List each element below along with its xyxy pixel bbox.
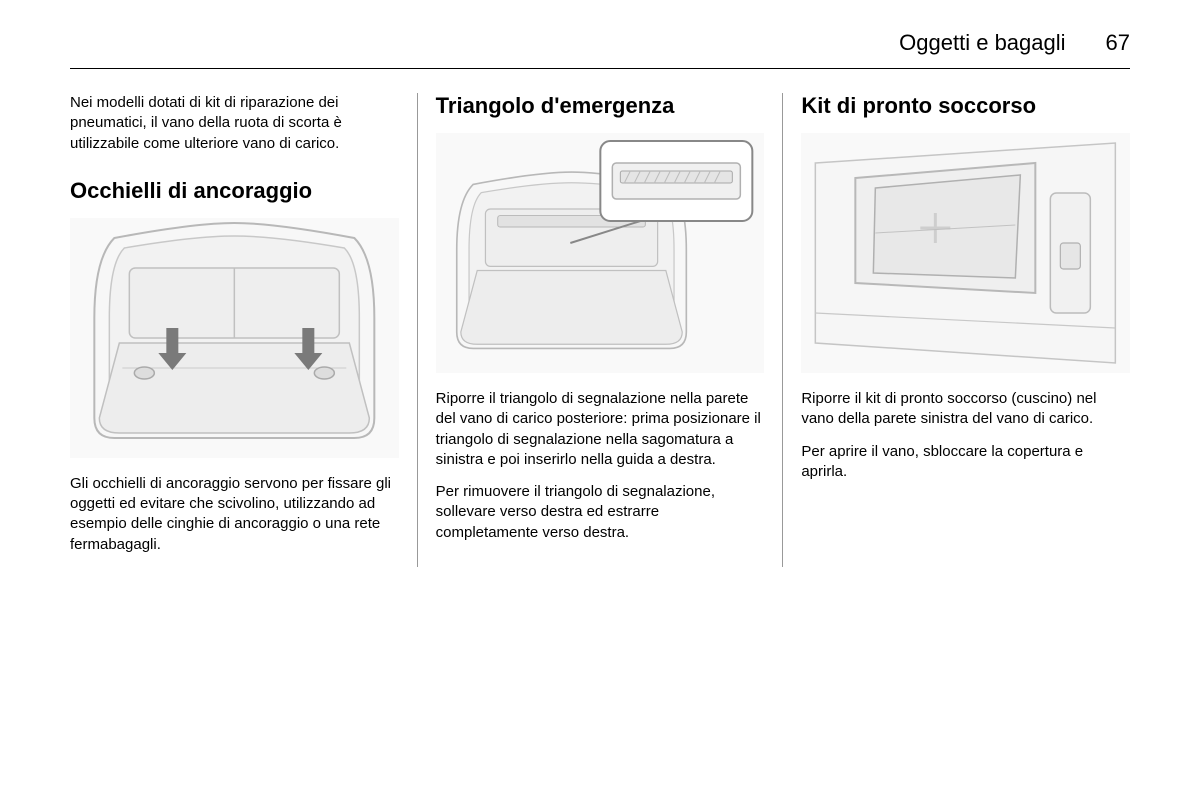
intro-text: Nei modelli dotati di kit di riparazione… — [70, 93, 399, 154]
body-lashing-eyes: Gli occhielli di ancoraggio servono per … — [70, 474, 399, 555]
section-title: Oggetti e bagagli — [899, 30, 1065, 56]
figure-lashing-eyes — [70, 218, 399, 458]
column-1: Nei modelli dotati di kit di riparazione… — [70, 93, 417, 567]
column-2: Triangolo d'emergenza — [417, 93, 783, 567]
page-number: 67 — [1106, 30, 1130, 56]
body-triangle-2: Per rimuovere il triangolo di segnalazio… — [436, 482, 765, 543]
heading-lashing-eyes: Occhielli di ancoraggio — [70, 178, 399, 204]
body-firstaid-1: Riporre il kit di pronto soccorso (cusci… — [801, 389, 1130, 430]
content-columns: Nei modelli dotati di kit di riparazione… — [70, 93, 1130, 567]
figure-warning-triangle — [436, 133, 765, 373]
body-triangle-1: Riporre il triangolo di segnalazione nel… — [436, 389, 765, 470]
column-3: Kit di pronto soccorso — [782, 93, 1130, 567]
heading-warning-triangle: Triangolo d'emergenza — [436, 93, 765, 119]
page-header: Oggetti e bagagli 67 — [70, 30, 1130, 69]
figure-first-aid — [801, 133, 1130, 373]
body-firstaid-2: Per aprire il vano, sbloccare la copertu… — [801, 442, 1130, 483]
heading-first-aid: Kit di pronto soccorso — [801, 93, 1130, 119]
